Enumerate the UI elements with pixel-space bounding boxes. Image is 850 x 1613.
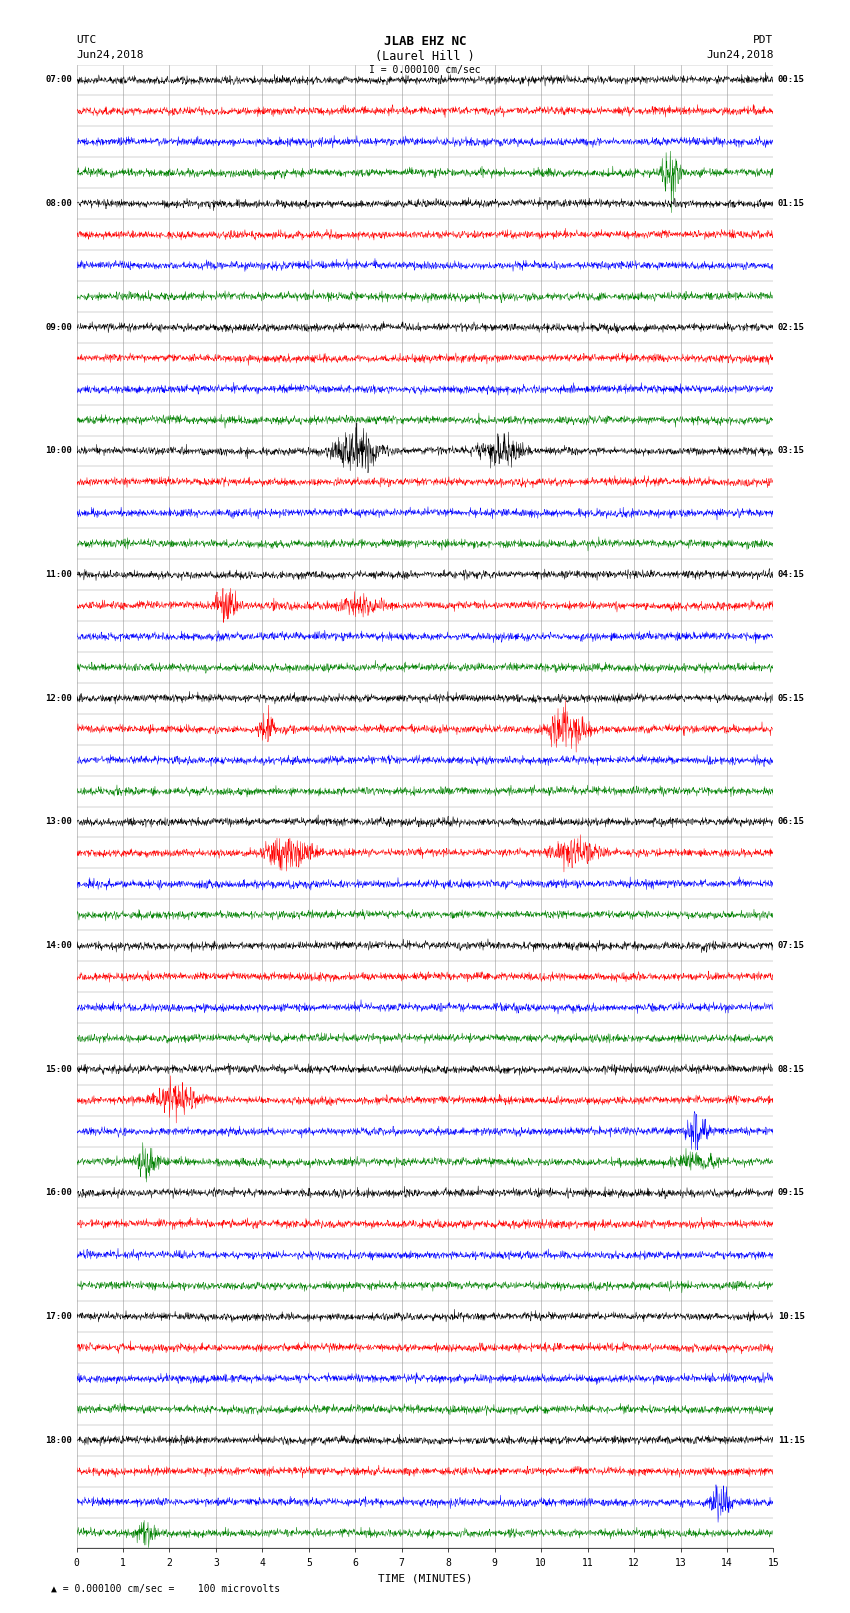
Text: 07:15: 07:15 bbox=[778, 940, 805, 950]
Text: 11:15: 11:15 bbox=[778, 1436, 805, 1445]
Text: 10:00: 10:00 bbox=[45, 447, 72, 455]
Text: 04:15: 04:15 bbox=[778, 569, 805, 579]
Text: Jun24,2018: Jun24,2018 bbox=[76, 50, 144, 60]
Text: 07:00: 07:00 bbox=[45, 76, 72, 84]
Text: 18:00: 18:00 bbox=[45, 1436, 72, 1445]
Text: PDT: PDT bbox=[753, 35, 774, 45]
Text: 13:00: 13:00 bbox=[45, 818, 72, 826]
Text: 16:00: 16:00 bbox=[45, 1189, 72, 1197]
Text: Jun24,2018: Jun24,2018 bbox=[706, 50, 774, 60]
Text: 10:15: 10:15 bbox=[778, 1311, 805, 1321]
Text: (Laurel Hill ): (Laurel Hill ) bbox=[375, 50, 475, 63]
Text: 09:15: 09:15 bbox=[778, 1189, 805, 1197]
Text: ▲ = 0.000100 cm/sec =    100 microvolts: ▲ = 0.000100 cm/sec = 100 microvolts bbox=[51, 1584, 280, 1594]
Text: 06:15: 06:15 bbox=[778, 818, 805, 826]
Text: 08:00: 08:00 bbox=[45, 198, 72, 208]
Text: 09:00: 09:00 bbox=[45, 323, 72, 332]
Text: 12:00: 12:00 bbox=[45, 694, 72, 703]
X-axis label: TIME (MINUTES): TIME (MINUTES) bbox=[377, 1573, 473, 1582]
Text: 08:15: 08:15 bbox=[778, 1065, 805, 1074]
Text: 03:15: 03:15 bbox=[778, 447, 805, 455]
Text: UTC: UTC bbox=[76, 35, 97, 45]
Text: 05:15: 05:15 bbox=[778, 694, 805, 703]
Text: 00:15: 00:15 bbox=[778, 76, 805, 84]
Text: 11:00: 11:00 bbox=[45, 569, 72, 579]
Text: 01:15: 01:15 bbox=[778, 198, 805, 208]
Text: 15:00: 15:00 bbox=[45, 1065, 72, 1074]
Text: 14:00: 14:00 bbox=[45, 940, 72, 950]
Text: 02:15: 02:15 bbox=[778, 323, 805, 332]
Text: JLAB EHZ NC: JLAB EHZ NC bbox=[383, 35, 467, 48]
Text: I = 0.000100 cm/sec: I = 0.000100 cm/sec bbox=[369, 65, 481, 74]
Text: 17:00: 17:00 bbox=[45, 1311, 72, 1321]
